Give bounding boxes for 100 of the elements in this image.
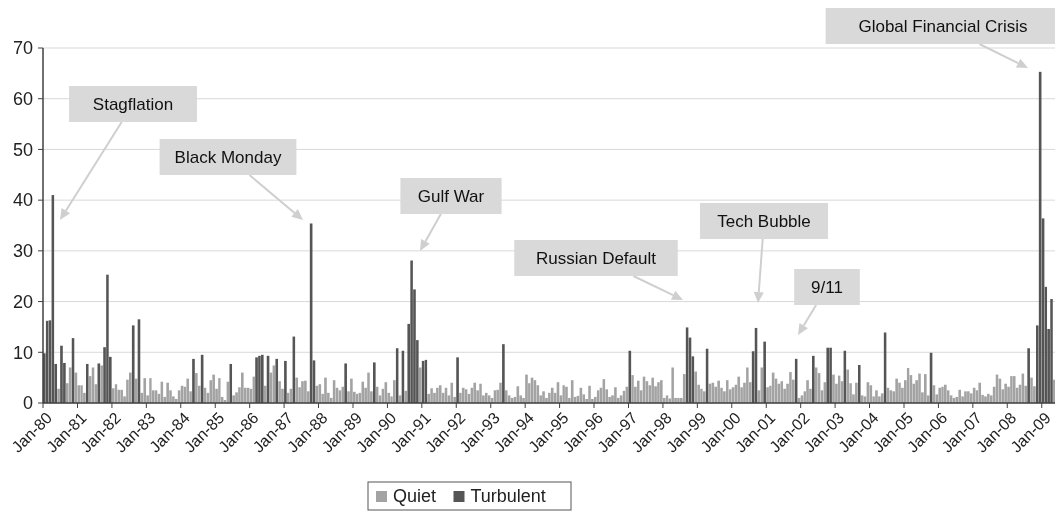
bar: [410, 260, 413, 403]
bar: [505, 390, 508, 403]
y-tick-label: 40: [12, 190, 33, 211]
bar: [964, 391, 967, 403]
bar: [548, 392, 551, 403]
bar: [671, 367, 674, 403]
bar: [550, 387, 554, 403]
bar: [373, 362, 376, 403]
bar: [128, 372, 132, 403]
bar: [918, 373, 921, 403]
bar: [855, 382, 858, 403]
y-tick-label: 60: [12, 89, 33, 110]
bar: [459, 392, 462, 403]
bar: [637, 380, 640, 403]
bar: [858, 364, 861, 403]
bar: [456, 357, 459, 403]
bar: [212, 374, 215, 403]
bar: [717, 380, 720, 403]
bar: [694, 371, 698, 403]
bar: [131, 325, 135, 403]
bar: [789, 372, 792, 403]
bar: [832, 374, 835, 403]
bar: [499, 382, 502, 403]
bar: [260, 354, 264, 403]
annotation: 9/11: [811, 277, 843, 297]
bar: [880, 393, 884, 403]
bar: [737, 376, 741, 403]
bar: [473, 382, 477, 403]
bar: [106, 274, 109, 403]
bar: [1004, 383, 1007, 403]
bar: [682, 374, 686, 403]
bar: [436, 387, 439, 403]
bar: [430, 388, 433, 403]
bar: [258, 355, 261, 403]
bar: [392, 380, 396, 403]
text: Global Financial Crisis: [858, 16, 1028, 36]
bar: [120, 389, 123, 403]
bar: [829, 347, 832, 403]
bar: [542, 391, 545, 403]
bar: [875, 390, 878, 403]
bar: [350, 378, 353, 403]
bar: [143, 378, 147, 403]
bar: [978, 382, 982, 403]
bar: [746, 367, 749, 403]
bar: [1010, 376, 1013, 403]
bar: [438, 385, 442, 403]
bar: [895, 378, 898, 403]
bar: [631, 375, 634, 403]
bar: [149, 378, 152, 403]
bar: [502, 344, 505, 403]
annotation: Gulf War: [417, 186, 485, 206]
bar: [984, 396, 987, 403]
bar: [166, 382, 169, 403]
bar: [1053, 379, 1055, 403]
annotation: Tech Bubble: [717, 211, 811, 231]
bar: [726, 380, 729, 403]
y-tick-label: 70: [12, 38, 33, 59]
bar: [924, 374, 927, 403]
bar: [304, 380, 307, 403]
bar: [1027, 348, 1030, 403]
bar: [418, 367, 422, 403]
y-tick-label: 10: [12, 342, 33, 363]
bar: [232, 395, 235, 403]
bar: [651, 377, 654, 403]
bar: [192, 358, 195, 403]
bar: [404, 390, 408, 403]
bar: [186, 378, 190, 403]
bar: [195, 373, 198, 403]
bar: [1050, 299, 1053, 403]
bar: [229, 363, 233, 403]
bar: [766, 387, 769, 403]
bar: [806, 380, 809, 403]
y-tick-label: 0: [22, 393, 33, 414]
bar: [361, 381, 365, 403]
y-tick-label: 50: [12, 139, 33, 160]
bar: [344, 363, 347, 403]
y-tick-label: 20: [12, 291, 33, 312]
bar: [702, 391, 706, 403]
bar: [614, 387, 617, 403]
bar: [1030, 377, 1033, 403]
bar: [967, 391, 970, 403]
bar: [846, 369, 850, 403]
bar: [284, 360, 287, 403]
bar: [958, 389, 962, 403]
bar: [60, 345, 63, 403]
bar: [700, 388, 703, 403]
bar: [938, 387, 942, 403]
bar: [588, 385, 591, 403]
legend-label: Turbulent: [470, 486, 546, 507]
bar: [987, 393, 990, 403]
bar: [811, 355, 815, 403]
bar: [525, 374, 528, 403]
bar: [278, 381, 281, 403]
bar: [367, 372, 370, 403]
bar: [275, 358, 279, 403]
bar: [324, 377, 327, 403]
bar: [1012, 376, 1016, 403]
annotation: Russian Default: [535, 248, 657, 268]
bar: [295, 377, 299, 403]
bar: [255, 357, 258, 403]
